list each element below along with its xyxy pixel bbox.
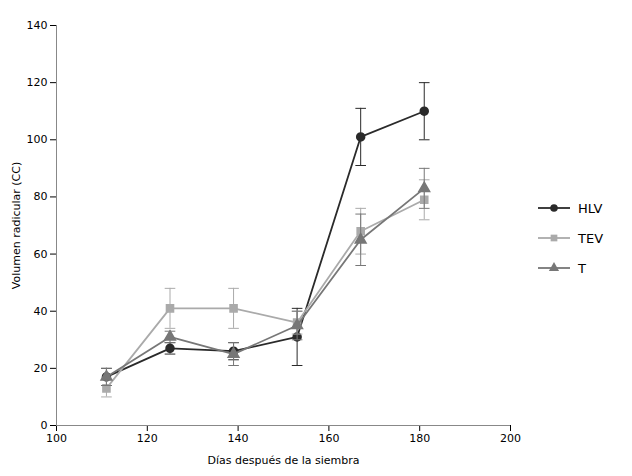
svg-text:200: 200 — [500, 432, 521, 445]
svg-text:120: 120 — [137, 432, 158, 445]
svg-text:120: 120 — [27, 76, 48, 89]
html-text:T: T — [578, 260, 586, 276]
svg-text:100: 100 — [46, 432, 67, 445]
svg-text:40: 40 — [34, 305, 48, 318]
svg-text:140: 140 — [228, 432, 249, 445]
html-text:HLV: HLV — [578, 200, 603, 216]
svg-text:Volumen radicular (CC): Volumen radicular (CC) — [10, 162, 23, 289]
svg-text:Días después de la siembra: Días después de la siembra — [208, 454, 360, 467]
svg-text:140: 140 — [27, 19, 48, 32]
svg-text:20: 20 — [34, 362, 48, 375]
svg-text:0: 0 — [41, 419, 48, 432]
html-text:TEV: TEV — [578, 230, 604, 246]
svg-text:60: 60 — [34, 248, 48, 261]
svg-text:160: 160 — [318, 432, 339, 445]
svg-text:100: 100 — [27, 133, 48, 146]
svg-text:80: 80 — [34, 190, 48, 203]
svg-text:180: 180 — [409, 432, 430, 445]
